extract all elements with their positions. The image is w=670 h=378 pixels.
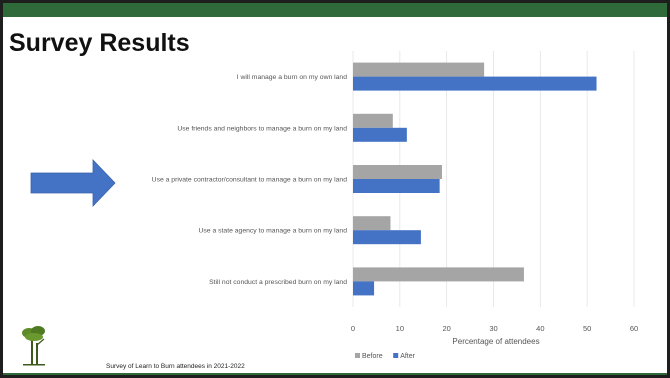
x-tick-label: 40 bbox=[536, 324, 544, 333]
x-tick-label: 20 bbox=[442, 324, 450, 333]
bar-after bbox=[353, 230, 421, 245]
bars bbox=[353, 62, 597, 296]
x-tick-label: 60 bbox=[630, 324, 638, 333]
bar-after bbox=[353, 179, 440, 193]
bar-after bbox=[353, 127, 407, 142]
page-title: Survey Results bbox=[9, 29, 190, 57]
x-tick-label: 0 bbox=[351, 324, 355, 333]
bar-after bbox=[353, 281, 375, 296]
category-label: I will manage a burn on my own land bbox=[237, 74, 348, 81]
bar-after bbox=[353, 76, 597, 91]
legend-label: Before bbox=[362, 353, 383, 360]
category-label: Use a private contractor/consultant to m… bbox=[152, 177, 348, 184]
tree-logo-icon bbox=[22, 326, 45, 366]
category-label: Use a state agency to manage a burn on m… bbox=[199, 228, 348, 235]
category-labels: I will manage a burn on my own land Use f… bbox=[152, 74, 348, 286]
footer-line bbox=[3, 373, 667, 375]
x-tick-label: 50 bbox=[583, 324, 591, 333]
category-label: Still not conduct a prescribed burn on m… bbox=[209, 279, 347, 286]
bar-before bbox=[353, 165, 442, 179]
bar-before bbox=[353, 267, 524, 282]
x-tick-label: 10 bbox=[396, 324, 404, 333]
survey-bar-chart: I will manage a burn on my own land Use f… bbox=[30, 51, 638, 360]
legend-label: After bbox=[400, 353, 415, 360]
legend-swatch bbox=[355, 353, 360, 358]
legend-swatch bbox=[393, 353, 399, 358]
bar-before bbox=[353, 113, 393, 128]
x-tick-labels: 0 10 20 30 40 50 60 bbox=[351, 324, 638, 333]
bar-before bbox=[353, 216, 391, 231]
survey-footnote: Survey of Learn to Burn attendees in 202… bbox=[106, 363, 245, 370]
x-axis-title: Percentage of attendees bbox=[452, 337, 539, 346]
x-tick-label: 30 bbox=[489, 324, 497, 333]
category-label: Use friends and neighbors to manage a bu… bbox=[177, 125, 347, 132]
legend: Before After bbox=[355, 353, 416, 360]
header-band bbox=[3, 3, 667, 17]
arrow-icon bbox=[30, 159, 116, 207]
slide: Survey Results I will manage a burn on m… bbox=[3, 3, 667, 375]
bar-before bbox=[353, 62, 485, 77]
